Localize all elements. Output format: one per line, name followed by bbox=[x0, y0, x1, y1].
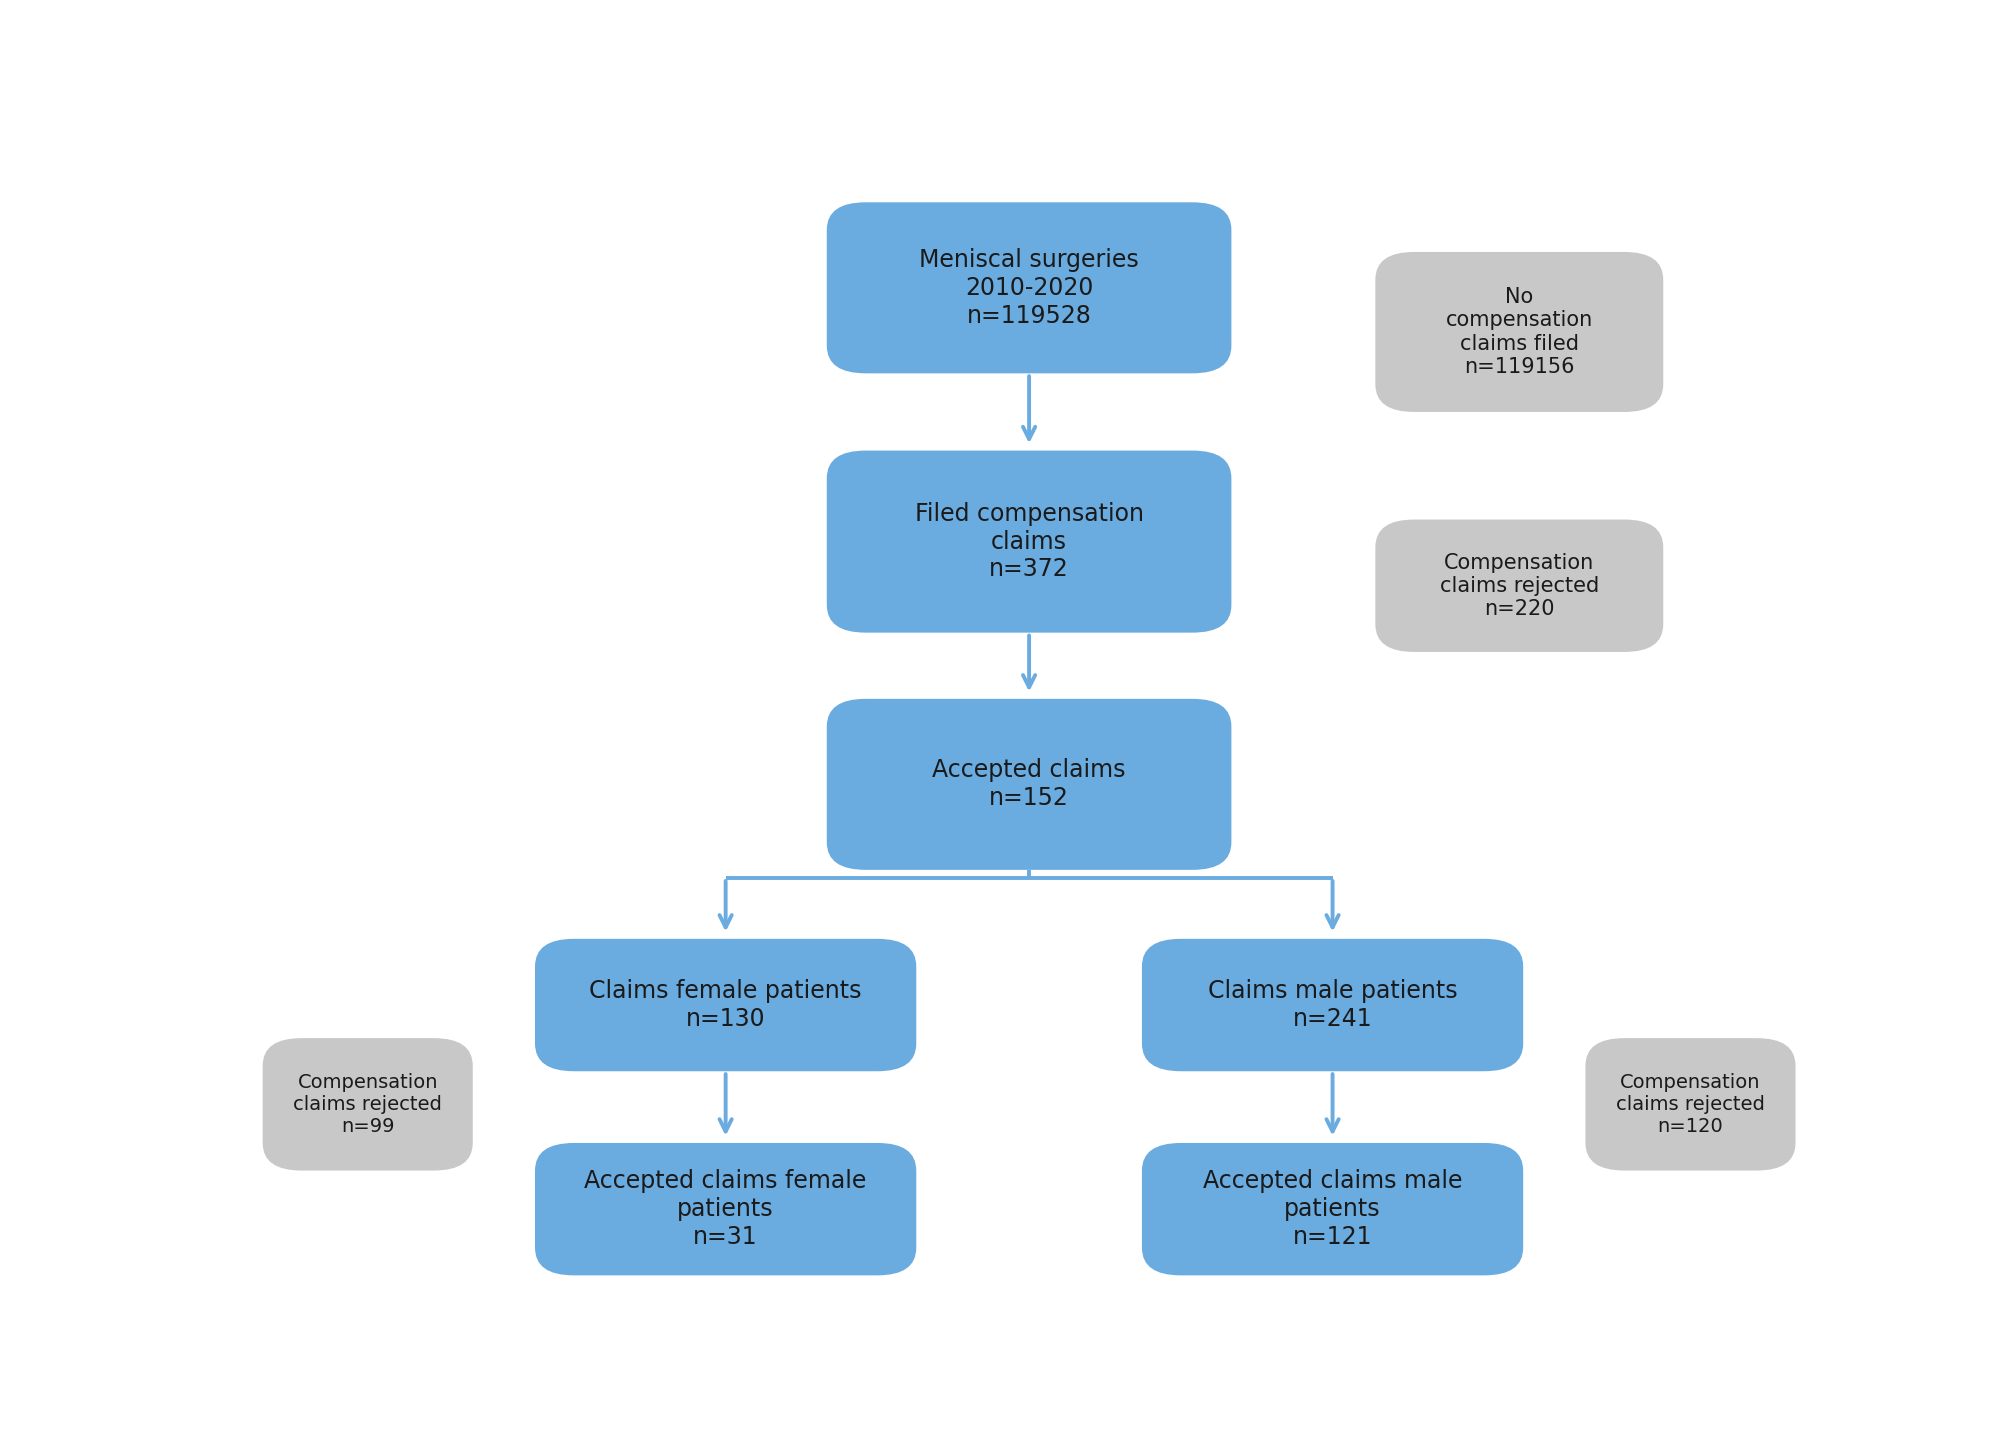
FancyBboxPatch shape bbox=[1586, 1037, 1794, 1171]
Text: Meniscal surgeries
2010-2020
n=119528: Meniscal surgeries 2010-2020 n=119528 bbox=[919, 248, 1138, 328]
FancyBboxPatch shape bbox=[1375, 252, 1662, 411]
Text: Filed compensation
claims
n=372: Filed compensation claims n=372 bbox=[913, 502, 1144, 582]
FancyBboxPatch shape bbox=[1142, 1144, 1523, 1275]
Text: Accepted claims
n=152: Accepted claims n=152 bbox=[931, 758, 1126, 810]
FancyBboxPatch shape bbox=[827, 450, 1230, 632]
Text: Accepted claims female
patients
n=31: Accepted claims female patients n=31 bbox=[584, 1169, 867, 1250]
Text: Claims male patients
n=241: Claims male patients n=241 bbox=[1206, 979, 1457, 1030]
FancyBboxPatch shape bbox=[534, 939, 915, 1072]
FancyBboxPatch shape bbox=[827, 699, 1230, 870]
Text: Compensation
claims rejected
n=220: Compensation claims rejected n=220 bbox=[1439, 553, 1598, 619]
FancyBboxPatch shape bbox=[827, 202, 1230, 374]
Text: No
compensation
claims filed
n=119156: No compensation claims filed n=119156 bbox=[1445, 287, 1592, 377]
Text: Accepted claims male
patients
n=121: Accepted claims male patients n=121 bbox=[1202, 1169, 1461, 1250]
FancyBboxPatch shape bbox=[1375, 520, 1662, 652]
Text: Compensation
claims rejected
n=99: Compensation claims rejected n=99 bbox=[293, 1073, 442, 1136]
FancyBboxPatch shape bbox=[263, 1037, 472, 1171]
FancyBboxPatch shape bbox=[534, 1144, 915, 1275]
Text: Compensation
claims rejected
n=120: Compensation claims rejected n=120 bbox=[1616, 1073, 1764, 1136]
FancyBboxPatch shape bbox=[1142, 939, 1523, 1072]
Text: Claims female patients
n=130: Claims female patients n=130 bbox=[590, 979, 861, 1030]
